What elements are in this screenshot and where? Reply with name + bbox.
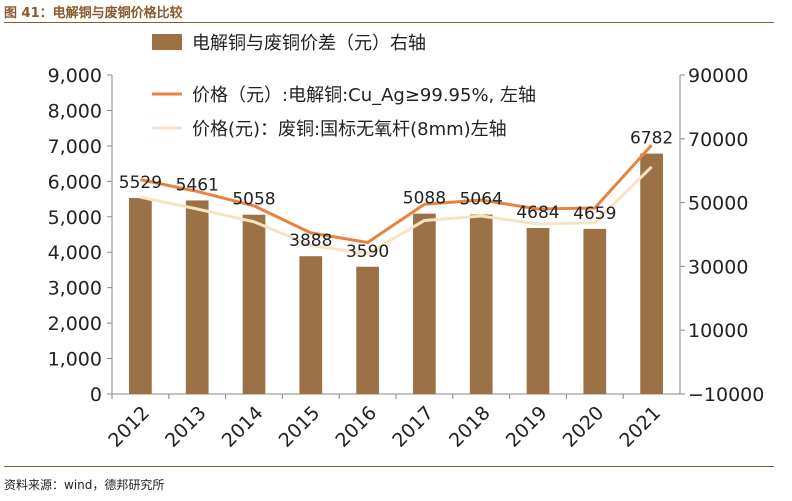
data-labels: 5529 5461 5058 3888 3590 5088 5064 4684 4659 6782 [119, 129, 673, 262]
bar [469, 214, 493, 394]
left-tick-label: 9,000 [48, 65, 102, 87]
legend-label: 价格（元）:电解铜:Cu_Ag≥99.95%, 左轴 [192, 85, 536, 106]
bottom-rule [4, 466, 774, 467]
left-tick-label: 1,000 [48, 349, 102, 371]
x-tick-label: 2018 [445, 402, 495, 452]
left-tick-label: 4,000 [48, 242, 102, 264]
right-tick-label: −10000 [688, 384, 764, 406]
x-tick-label: 2016 [331, 402, 381, 452]
bar [356, 266, 379, 394]
bar [583, 228, 607, 394]
bar [526, 227, 550, 394]
bar-data-label: 5088 [403, 189, 446, 209]
legend-label: 价格(元)：废铜:国标无氧杆(8mm)左轴 [192, 119, 507, 140]
bars [129, 153, 663, 394]
bar [413, 213, 436, 394]
scrap-copper-price-line [140, 165, 653, 256]
bar-data-label: 5461 [176, 175, 219, 195]
x-tick-label: 2015 [275, 402, 325, 452]
right-tick-label: 30000 [688, 256, 748, 278]
x-tick-label: 2020 [559, 402, 609, 452]
bar [299, 256, 323, 394]
bar [640, 153, 663, 394]
right-tick-label: 90000 [688, 65, 748, 87]
bar-data-label: 5064 [460, 190, 503, 210]
x-tick-label: 2014 [218, 402, 268, 452]
right-tick-label: 70000 [688, 129, 748, 151]
bar-data-label: 6782 [630, 129, 673, 149]
left-tick-label: 6,000 [48, 171, 102, 193]
bar-data-label: 4659 [573, 204, 616, 224]
bar-data-label: 5529 [119, 173, 162, 193]
x-tick-label: 2012 [104, 402, 154, 452]
left-tick-label: 5,000 [48, 207, 102, 229]
right-tick-label: 50000 [688, 193, 748, 215]
bar [242, 214, 266, 394]
bar [129, 198, 152, 394]
x-tick-label: 2013 [161, 402, 211, 452]
source-note: 资料来源：wind，德邦研究所 [4, 478, 165, 492]
lines [140, 144, 653, 256]
right-tick-label: 10000 [688, 320, 748, 342]
left-tick-label: 0 [90, 384, 102, 406]
figure-title: 图 41：电解铜与废铜价格比较 [4, 6, 183, 21]
legend-swatch-bar [152, 34, 182, 50]
chart: 9,000 8,000 7,000 6,000 5,000 4,000 3,000 2,000… [48, 33, 765, 452]
electrolytic-copper-price-line [140, 144, 653, 244]
left-tick-label: 3,000 [48, 278, 102, 300]
left-tick-label: 2,000 [48, 313, 102, 335]
bar-data-label: 3590 [346, 242, 389, 262]
x-tick-label: 2019 [502, 402, 552, 452]
left-tick-label: 7,000 [48, 136, 102, 158]
bar [185, 200, 209, 394]
x-tick-label: 2017 [388, 402, 438, 452]
bar-data-label: 4684 [516, 203, 559, 223]
bar-data-label: 3888 [289, 231, 332, 251]
left-tick-label: 8,000 [48, 100, 102, 122]
x-tick-label: 2021 [615, 402, 665, 452]
title-rule [4, 22, 774, 23]
legend-label: 电解铜与废铜价差（元）右轴 [192, 33, 426, 54]
bar-data-label: 5058 [232, 190, 275, 210]
